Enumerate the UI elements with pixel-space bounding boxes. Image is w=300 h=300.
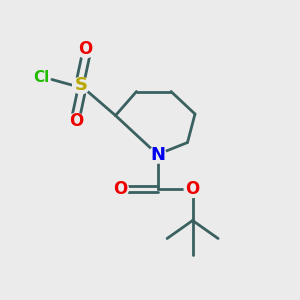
Circle shape: [149, 146, 166, 163]
Text: N: N: [150, 146, 165, 164]
Text: O: O: [78, 40, 93, 58]
Text: O: O: [69, 112, 84, 130]
Circle shape: [68, 113, 85, 130]
Circle shape: [112, 181, 128, 197]
Circle shape: [184, 181, 201, 197]
Circle shape: [33, 70, 50, 86]
Text: S: S: [74, 76, 88, 94]
Text: O: O: [113, 180, 127, 198]
Text: Cl: Cl: [33, 70, 49, 86]
Text: O: O: [185, 180, 200, 198]
Circle shape: [77, 41, 94, 58]
Circle shape: [73, 77, 89, 94]
